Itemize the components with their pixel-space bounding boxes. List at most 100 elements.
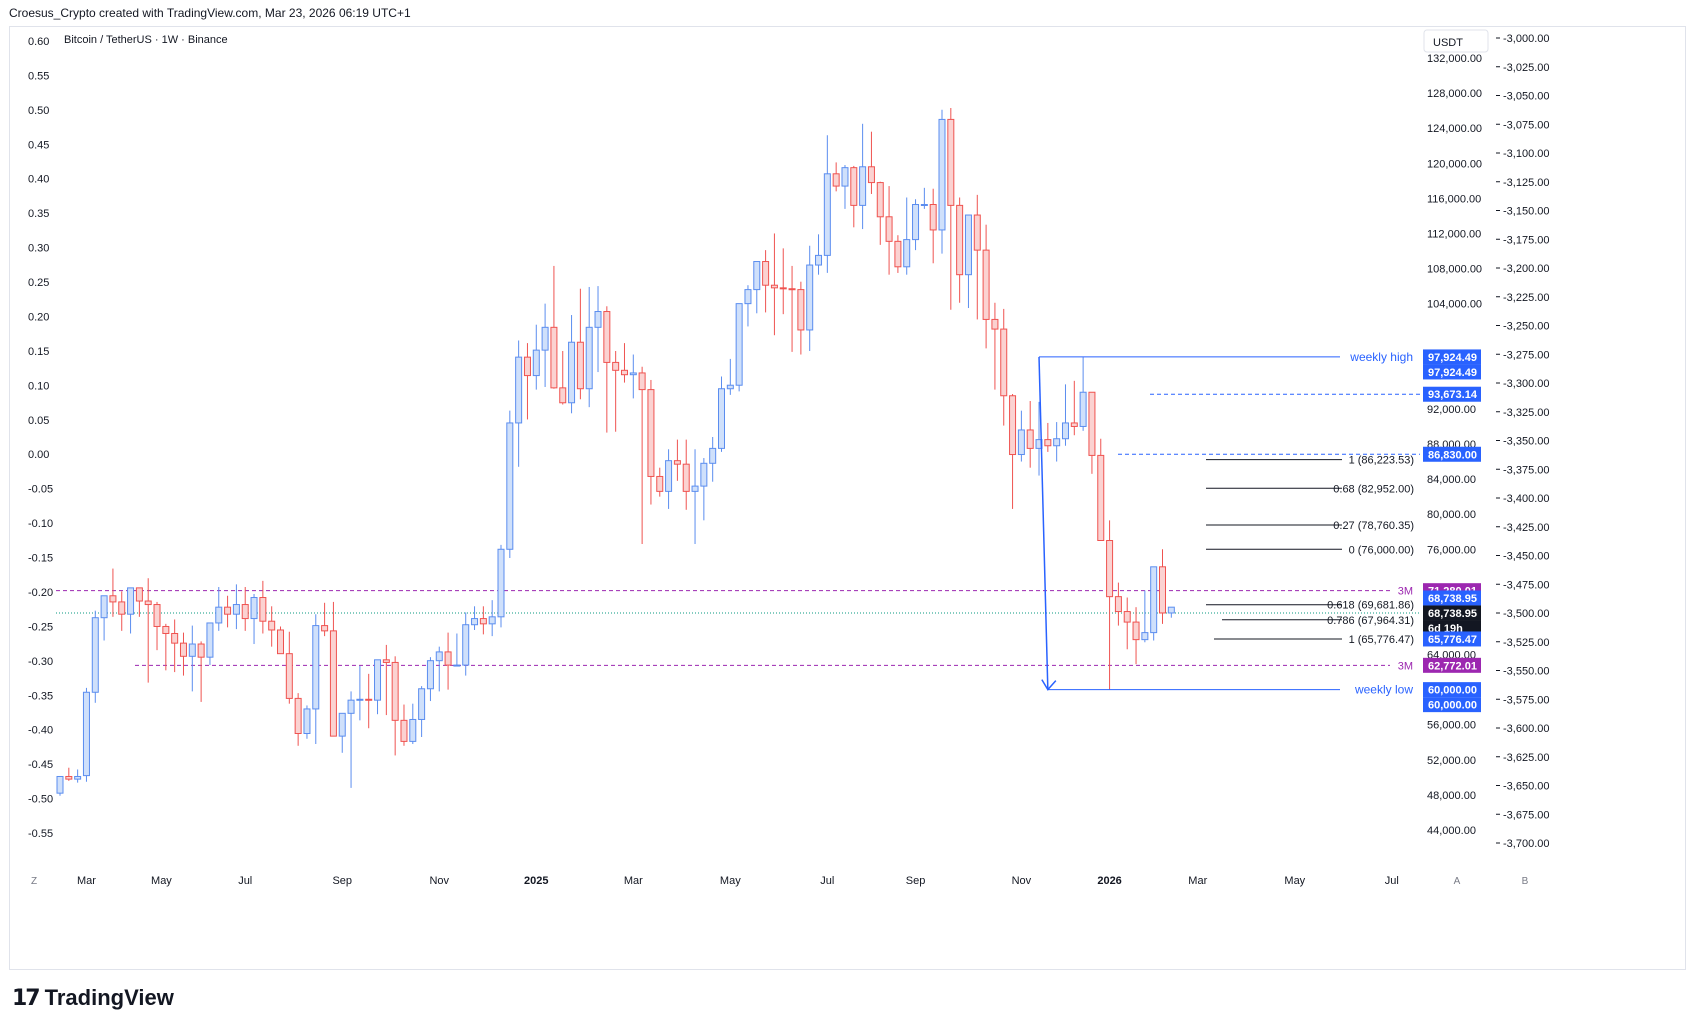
left-axis-tick: 0.45 (28, 139, 49, 151)
x-axis-label: Sep (332, 875, 352, 887)
price-tags: 97,924.4997,924.4993,673.1486,830.0071,2… (1423, 349, 1481, 713)
candle-body (285, 653, 293, 699)
candle-body (1141, 632, 1149, 641)
candle-body (250, 597, 258, 620)
candle-body (162, 625, 170, 634)
candle-body (426, 660, 434, 690)
candle-body (109, 595, 117, 603)
left-axis-tick: 0.35 (28, 208, 49, 220)
price-tag (1423, 682, 1481, 698)
fib-level-label: 0.786 (67,964.31) (1327, 615, 1414, 627)
candle-body (127, 587, 135, 615)
candle-body (673, 460, 681, 465)
left-axis-tick: -0.40 (28, 725, 53, 737)
left-axis-tick: 0.15 (28, 346, 49, 358)
far-right-axis-tick: -3,375.00 (1503, 464, 1549, 476)
candle-body (479, 618, 487, 625)
far-right-axis-tick: -3,675.00 (1503, 809, 1549, 821)
candle-body (259, 597, 267, 622)
weekly-high-label: weekly high (1349, 350, 1413, 364)
candle-body (867, 166, 875, 184)
left-axis-tick: 0.10 (28, 380, 49, 392)
candle-body (1123, 611, 1131, 623)
candle-body (1017, 429, 1025, 456)
candle-body (541, 326, 549, 351)
candle-body (74, 775, 82, 780)
candle-body (374, 659, 382, 701)
far-right-axis-tick: -3,275.00 (1503, 349, 1549, 361)
candle-body (973, 214, 981, 251)
left-axis-tick: 0.20 (28, 311, 49, 323)
candle-body (691, 485, 699, 492)
far-right-axis-tick: -3,125.00 (1503, 177, 1549, 189)
right-axis-tick: 108,000.00 (1427, 264, 1482, 276)
x-axis-label: Jul (820, 875, 834, 887)
candle-body (709, 447, 717, 464)
price-tag-label: 65,776.47 (1428, 634, 1477, 646)
candle-body (488, 616, 496, 625)
candle-body (938, 118, 946, 231)
candle-body (1009, 395, 1017, 456)
candle-body (435, 651, 443, 662)
price-tag-label: 68,738.95 (1428, 608, 1477, 620)
candle-body (647, 389, 655, 477)
scale-toggle-b: B (1522, 876, 1529, 887)
candle-body (585, 326, 593, 390)
candle-body (1079, 391, 1087, 427)
candle-body (312, 625, 320, 710)
candle-body (197, 643, 205, 658)
candle-body (118, 601, 126, 615)
far-right-axis-tick: -3,225.00 (1503, 292, 1549, 304)
left-axis-tick: -0.15 (28, 553, 53, 565)
far-right-axis-tick: -3,175.00 (1503, 234, 1549, 246)
left-axis-tick: 0.05 (28, 415, 49, 427)
price-tag (1423, 349, 1481, 365)
candle-body (409, 718, 417, 742)
candle-body (188, 643, 196, 657)
candle-body (506, 422, 514, 550)
right-axis-tick: 44,000.00 (1427, 825, 1476, 837)
far-right-axis-tick: -3,100.00 (1503, 148, 1549, 160)
candle-body (841, 167, 849, 187)
far-right-axis-tick: -3,575.00 (1503, 694, 1549, 706)
candle-body (497, 548, 505, 618)
right-axis-tick: 132,000.00 (1427, 53, 1482, 65)
x-axis-label: 2026 (1097, 875, 1121, 887)
log-scale-toggle: Z (31, 876, 37, 887)
candle-body (215, 606, 223, 624)
currency-button-label: USDT (1433, 37, 1463, 49)
candle-body (153, 604, 161, 627)
candle-body (1088, 391, 1096, 456)
far-right-axis-tick: -3,650.00 (1503, 781, 1549, 793)
candle-body (982, 249, 990, 320)
candle-body (532, 349, 540, 377)
far-right-axis-tick: -3,325.00 (1503, 407, 1549, 419)
candle-body (277, 629, 284, 655)
far-right-axis-tick: -3,475.00 (1503, 579, 1549, 591)
right-axis-tick: 52,000.00 (1427, 755, 1476, 767)
left-axis-tick: -0.35 (28, 690, 53, 702)
far-right-axis-tick: -3,300.00 (1503, 378, 1549, 390)
x-axis-label: May (1284, 875, 1305, 887)
chart-title: Bitcoin / TetherUS · 1W · Binance (64, 34, 228, 46)
fib-level-label: 1 (86,223.53) (1349, 455, 1414, 467)
fib-level-label: 0.68 (82,952.00) (1333, 483, 1414, 495)
candle-body (594, 311, 602, 328)
right-axis-tick: 128,000.00 (1427, 88, 1482, 100)
left-axis-tick: -0.20 (28, 587, 53, 599)
candle-body (347, 699, 355, 714)
candle-body (806, 264, 814, 331)
price-tag-label: 68,738.95 (1428, 593, 1477, 605)
right-axis-tick: 104,000.00 (1427, 299, 1482, 311)
far-right-axis-tick: -3,050.00 (1503, 91, 1549, 103)
candle-body (576, 341, 584, 390)
tradingview-logo[interactable]: 17 TradingView (12, 985, 174, 1011)
candle-body (515, 356, 523, 424)
candle-body (82, 691, 90, 777)
candle-body (815, 254, 823, 266)
price-tag (1423, 364, 1481, 380)
left-axis-tick: -0.30 (28, 656, 53, 668)
left-axis-tick: 0.55 (28, 70, 49, 82)
candle-body (903, 239, 911, 268)
